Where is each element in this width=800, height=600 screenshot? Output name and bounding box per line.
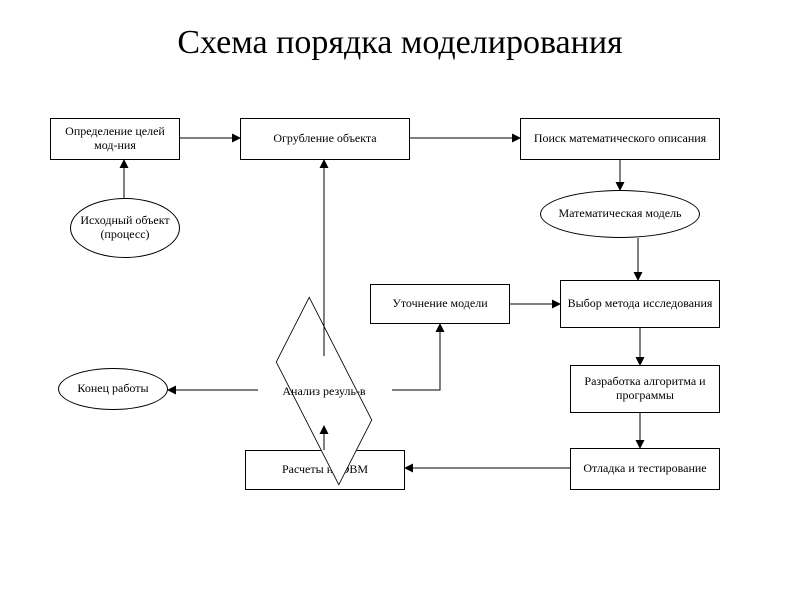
node-source-object: Исходный объект (процесс)	[70, 198, 180, 258]
node-coarsen-object: Огрубление объекта	[240, 118, 410, 160]
node-math-model: Математическая модель	[540, 190, 700, 238]
node-end-of-work: Конец работы	[58, 368, 168, 410]
node-develop-algorithm: Разработка алгоритма и программы	[570, 365, 720, 413]
node-debug-test: Отладка и тестирование	[570, 448, 720, 490]
page-title: Схема порядка моделирования	[0, 24, 800, 62]
node-refine-model: Уточнение модели	[370, 284, 510, 324]
node-define-goals: Определение целей мод-ния	[50, 118, 180, 160]
node-analysis-decision: Анализ резуль-в	[258, 356, 390, 426]
node-choose-method: Выбор метода исследования	[560, 280, 720, 328]
node-math-description: Поиск математического описания	[520, 118, 720, 160]
